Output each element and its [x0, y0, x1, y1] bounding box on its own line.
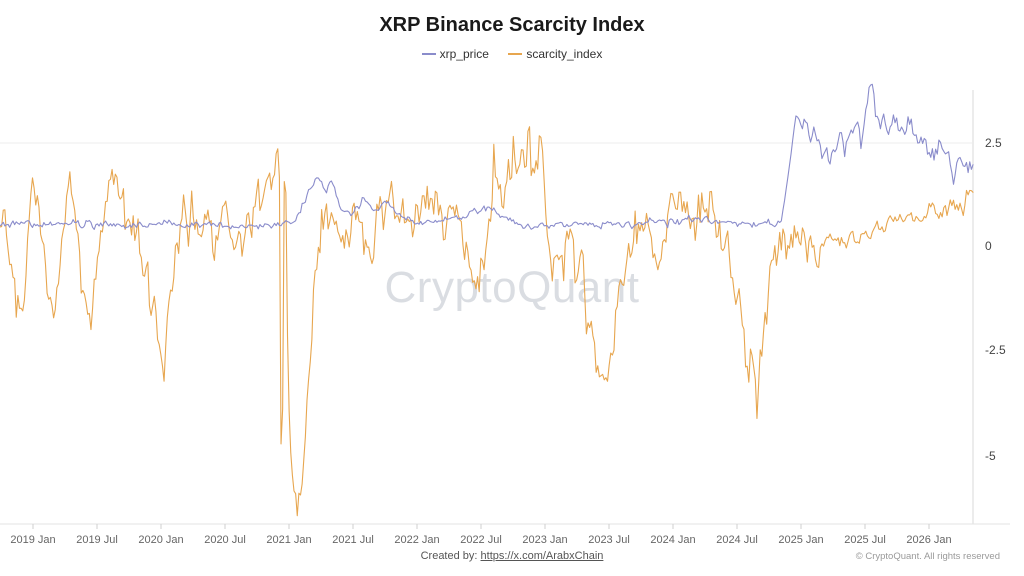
svg-text:-2.5: -2.5	[985, 343, 1006, 357]
svg-text:2020 Jul: 2020 Jul	[204, 534, 246, 546]
svg-text:2019 Jul: 2019 Jul	[76, 534, 118, 546]
svg-text:0: 0	[985, 239, 992, 253]
svg-text:2021 Jul: 2021 Jul	[332, 534, 374, 546]
svg-text:2022 Jul: 2022 Jul	[460, 534, 502, 546]
svg-text:2023 Jul: 2023 Jul	[588, 534, 630, 546]
svg-text:2024 Jul: 2024 Jul	[716, 534, 758, 546]
svg-text:2025 Jan: 2025 Jan	[778, 534, 823, 546]
svg-text:2020 Jan: 2020 Jan	[138, 534, 183, 546]
svg-text:2023 Jan: 2023 Jan	[522, 534, 567, 546]
svg-text:2019 Jan: 2019 Jan	[10, 534, 55, 546]
svg-text:2021 Jan: 2021 Jan	[266, 534, 311, 546]
svg-text:-5: -5	[985, 449, 996, 463]
svg-text:2022 Jan: 2022 Jan	[394, 534, 439, 546]
svg-text:2026 Jan: 2026 Jan	[906, 534, 951, 546]
svg-text:2024 Jan: 2024 Jan	[650, 534, 695, 546]
svg-text:2.5: 2.5	[985, 136, 1002, 150]
svg-text:2025 Jul: 2025 Jul	[844, 534, 886, 546]
